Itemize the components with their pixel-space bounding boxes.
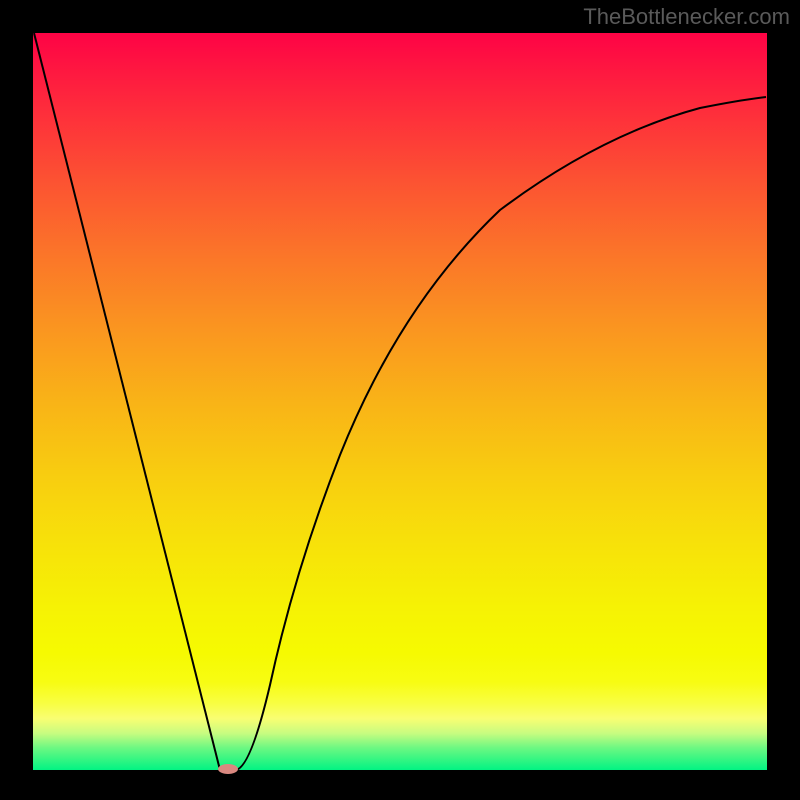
chart-container: TheBottlenecker.com: [0, 0, 800, 800]
chart-svg: [0, 0, 800, 800]
watermark-text: TheBottlenecker.com: [583, 4, 790, 30]
minimum-marker: [218, 764, 238, 774]
plot-area: [33, 33, 767, 770]
